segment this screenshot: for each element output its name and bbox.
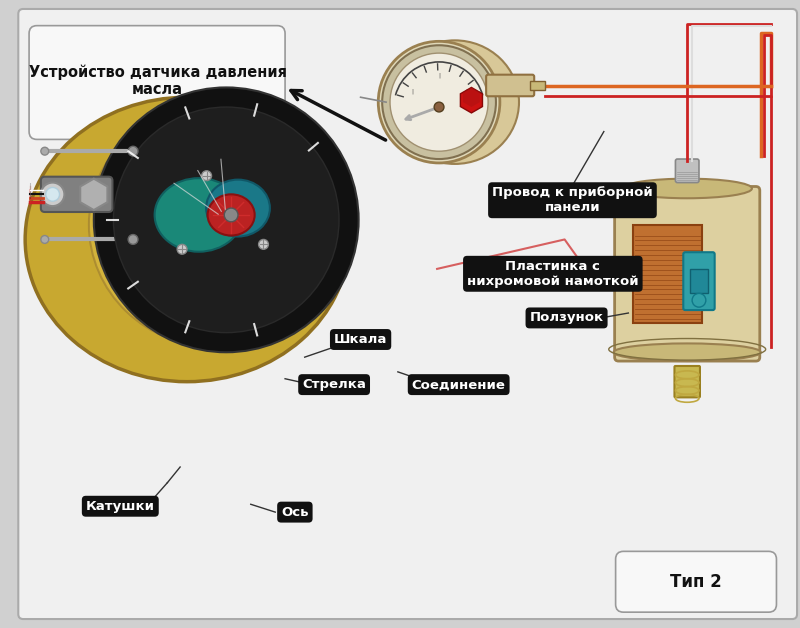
FancyBboxPatch shape <box>616 551 777 612</box>
FancyBboxPatch shape <box>683 252 714 310</box>
Circle shape <box>41 236 49 244</box>
Circle shape <box>177 244 187 254</box>
FancyBboxPatch shape <box>41 176 113 212</box>
Circle shape <box>434 102 444 112</box>
Ellipse shape <box>614 344 761 361</box>
Polygon shape <box>463 87 480 107</box>
Text: Ось: Ось <box>281 506 309 519</box>
Text: Устройство датчика давления
масла: Устройство датчика давления масла <box>29 64 286 97</box>
Ellipse shape <box>206 180 270 237</box>
Ellipse shape <box>154 178 243 252</box>
Bar <box>634 225 702 323</box>
FancyBboxPatch shape <box>486 75 534 96</box>
FancyBboxPatch shape <box>29 26 285 139</box>
Ellipse shape <box>207 194 254 236</box>
Circle shape <box>692 293 706 307</box>
Bar <box>530 80 545 90</box>
FancyBboxPatch shape <box>675 159 699 183</box>
Text: |: | <box>411 89 413 94</box>
Text: .: . <box>170 161 180 185</box>
Ellipse shape <box>87 136 263 219</box>
Text: Тип 2: Тип 2 <box>670 573 722 591</box>
Ellipse shape <box>89 102 344 347</box>
Ellipse shape <box>25 97 349 382</box>
Text: avto: avto <box>122 160 170 178</box>
Circle shape <box>128 234 138 244</box>
Text: +: + <box>166 208 178 222</box>
Text: ⊕: ⊕ <box>167 230 177 239</box>
Ellipse shape <box>622 178 752 198</box>
Circle shape <box>46 188 59 201</box>
Circle shape <box>41 147 49 155</box>
Text: Ползунок: Ползунок <box>530 311 604 325</box>
Text: Стрелка: Стрелка <box>302 378 366 391</box>
Circle shape <box>390 53 488 151</box>
Text: Соединение: Соединение <box>412 378 506 391</box>
FancyBboxPatch shape <box>614 187 760 361</box>
Text: Катушки: Катушки <box>86 500 154 512</box>
Circle shape <box>128 146 138 156</box>
Circle shape <box>382 45 496 159</box>
Text: Пластинка с
нихромовой намоткой: Пластинка с нихромовой намоткой <box>467 260 638 288</box>
Circle shape <box>378 41 500 163</box>
Circle shape <box>94 87 358 352</box>
Bar <box>690 269 708 293</box>
Ellipse shape <box>390 40 519 164</box>
Circle shape <box>224 208 238 222</box>
FancyBboxPatch shape <box>18 9 797 619</box>
Text: pro: pro <box>190 168 222 186</box>
Text: |: | <box>438 73 440 78</box>
Circle shape <box>202 171 211 181</box>
Text: Шкала: Шкала <box>334 333 387 346</box>
Text: |: | <box>466 89 467 94</box>
Circle shape <box>41 183 64 206</box>
FancyBboxPatch shape <box>674 366 700 398</box>
Polygon shape <box>460 87 482 113</box>
Text: Провод к приборной
панели: Провод к приборной панели <box>492 187 653 214</box>
Circle shape <box>114 107 339 333</box>
Polygon shape <box>80 178 107 210</box>
Circle shape <box>258 239 268 249</box>
